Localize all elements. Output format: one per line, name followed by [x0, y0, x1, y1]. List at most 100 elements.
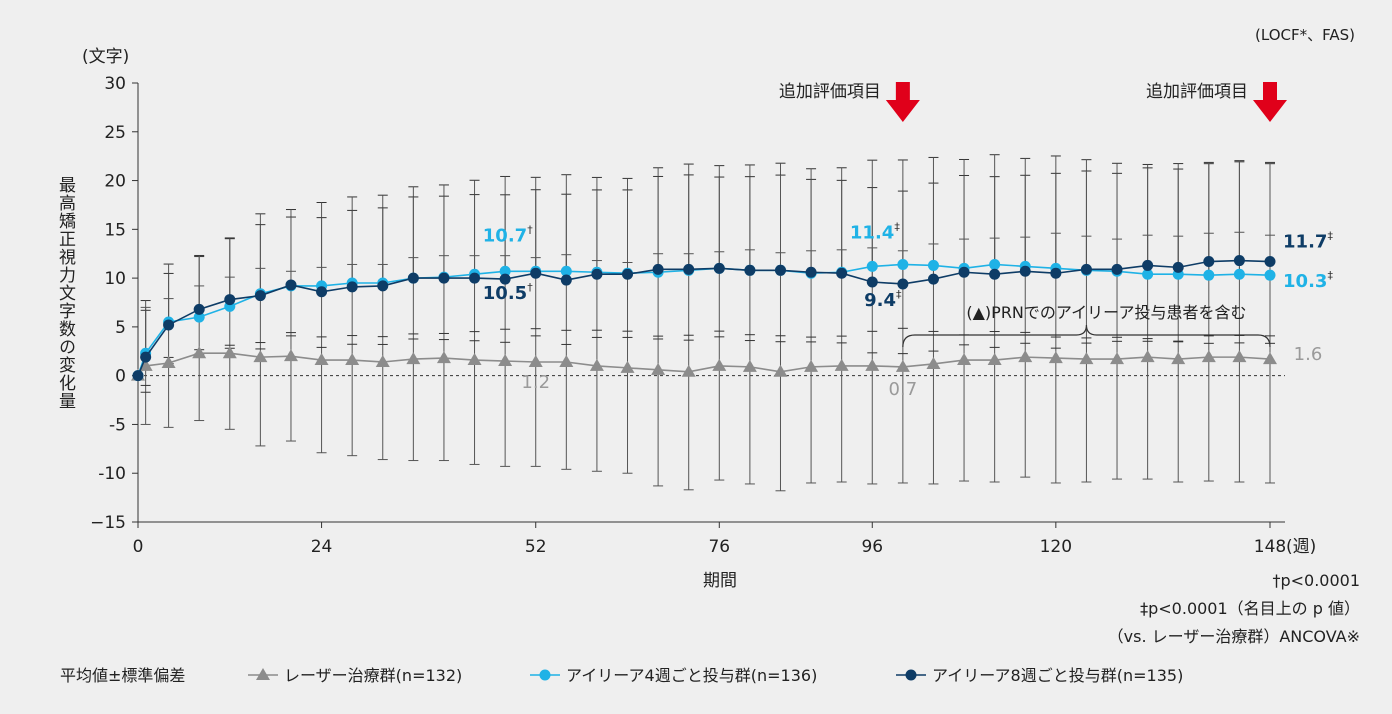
- footnote: †p<0.0001: [1272, 571, 1360, 590]
- data-point-series-3: [713, 262, 725, 274]
- data-point-laser: [222, 346, 237, 359]
- evaluation-arrow: [885, 82, 920, 122]
- legend-label: アイリーア4週ごと投与群(n=136): [566, 666, 817, 685]
- data-point-series-3: [469, 272, 481, 284]
- data-point-series-3: [499, 273, 511, 285]
- data-point-series-3: [774, 264, 786, 276]
- evaluation-arrow-label: 追加評価項目: [779, 82, 881, 102]
- y-unit-label: (文字): [82, 47, 129, 67]
- data-point-laser: [1018, 350, 1033, 363]
- data-label-significance: †: [527, 223, 533, 236]
- data-point-laser: [681, 364, 696, 377]
- data-point-laser: [1079, 352, 1094, 365]
- data-point-series-2: [499, 265, 511, 277]
- data-point-laser: [987, 353, 1002, 366]
- footnote: （vs. レーザー治療群）ANCOVA※: [1108, 627, 1360, 646]
- data-point-laser: [161, 355, 176, 368]
- data-point-series-3: [407, 272, 419, 284]
- data-label-value: 1.6: [1294, 344, 1323, 365]
- data-point-laser: [926, 356, 941, 369]
- x-tick-label: 24: [311, 537, 333, 557]
- data-point-series-3: [897, 278, 909, 290]
- data-point-laser: [865, 358, 880, 371]
- data-point-series-3: [140, 351, 152, 363]
- legend-marker: [539, 669, 551, 681]
- legend-marker: [905, 669, 917, 681]
- data-label-value: 0.7: [889, 379, 918, 400]
- data-point-laser: [253, 350, 268, 363]
- data-point-laser: [957, 353, 972, 366]
- x-tick-label: 52: [525, 537, 547, 557]
- data-point-series-3: [224, 294, 236, 306]
- data-point-laser: [138, 358, 153, 371]
- x-tick-label: 0: [133, 537, 144, 557]
- data-point-series-2: [897, 258, 909, 270]
- y-tick-label: 0: [115, 367, 126, 387]
- data-point-laser: [1201, 350, 1216, 363]
- data-point-series-3: [622, 268, 634, 280]
- data-point-series-3: [193, 303, 205, 315]
- data-label-value: 1.2: [521, 372, 550, 393]
- top-note: (LOCF*、FAS): [1255, 26, 1355, 44]
- data-label: 9.4‡: [864, 288, 902, 311]
- data-label: 10.5†: [483, 281, 533, 304]
- data-point-series-2: [927, 259, 939, 271]
- data-point-laser: [498, 354, 513, 367]
- data-point-series-2: [1264, 269, 1276, 281]
- data-point-series-2: [1203, 269, 1215, 281]
- data-point-series-3: [438, 272, 450, 284]
- data-point-series-2: [989, 258, 1001, 270]
- data-point-series-3: [866, 276, 878, 288]
- data-point-series-3: [744, 264, 756, 276]
- data-point-series-3: [1019, 265, 1031, 277]
- data-point-series-3: [1080, 263, 1092, 275]
- data-label: 10.7†: [483, 223, 533, 246]
- series-line-1: [137, 352, 1271, 377]
- data-label: 1.2: [521, 372, 550, 393]
- y-tick-label: −15: [90, 513, 126, 533]
- data-point-series-3: [927, 273, 939, 285]
- data-point-laser: [589, 358, 604, 371]
- data-point-series-3: [1172, 261, 1184, 273]
- data-point-series-3: [132, 370, 144, 382]
- data-point-series-3: [285, 279, 297, 291]
- data-point-laser: [804, 359, 819, 372]
- data-point-laser: [834, 358, 849, 371]
- data-point-series-3: [836, 267, 848, 279]
- prn-brace: [902, 324, 1271, 348]
- evaluation-arrow: [1253, 82, 1287, 122]
- footnote: ‡p<0.0001（名目上の p 値）: [1140, 599, 1360, 618]
- data-point-laser: [345, 353, 360, 366]
- data-point-series-2: [866, 260, 878, 272]
- data-label-value: 10.5: [483, 283, 527, 304]
- data-point-laser: [436, 351, 451, 364]
- evaluation-arrow-label: 追加評価項目: [1146, 82, 1248, 102]
- x-tick-label: 148: [1254, 537, 1286, 557]
- data-label: 1.6: [1294, 344, 1323, 365]
- x-unit-label: (週): [1286, 537, 1316, 557]
- data-label-significance: ‡: [896, 288, 902, 301]
- data-point-laser: [895, 359, 910, 372]
- data-point-series-3: [316, 286, 328, 298]
- data-point-laser: [1048, 351, 1063, 364]
- x-tick-label: 96: [861, 537, 883, 557]
- data-point-series-3: [1203, 256, 1215, 268]
- data-point-series-3: [652, 263, 664, 275]
- data-point-laser: [712, 358, 727, 371]
- data-label-significance: †: [527, 281, 533, 294]
- data-label: 11.7‡: [1283, 230, 1333, 253]
- x-axis-title: 期間: [703, 571, 737, 591]
- data-label: 11.4‡: [850, 220, 900, 243]
- data-point-laser: [375, 355, 390, 368]
- y-axis-title: 最高矯正視力文字数の変化量: [55, 176, 76, 410]
- data-point-laser: [559, 355, 574, 368]
- data-point-laser: [314, 353, 329, 366]
- data-point-laser: [192, 346, 207, 359]
- data-point-series-3: [958, 266, 970, 278]
- y-tick-label: 10: [104, 269, 126, 289]
- data-point-laser: [1110, 352, 1125, 365]
- data-label-value: 11.4: [850, 222, 894, 243]
- data-point-laser: [651, 362, 666, 375]
- data-point-series-3: [1233, 255, 1245, 267]
